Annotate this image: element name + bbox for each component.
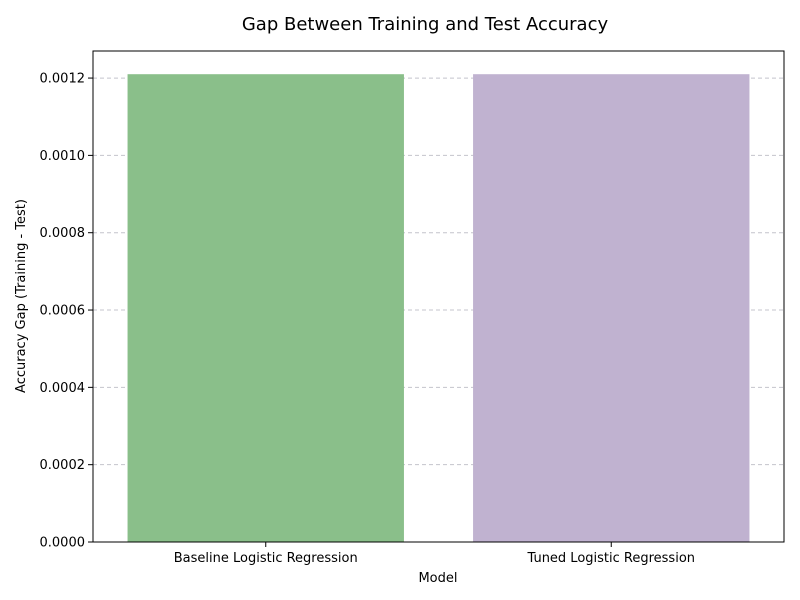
y-axis-label: Accuracy Gap (Training - Test) xyxy=(14,199,29,393)
x-axis: Baseline Logistic Regression Tuned Logist… xyxy=(174,542,695,566)
plot-frame xyxy=(92,50,785,543)
y-tick-label: 0.0002 xyxy=(40,458,86,473)
chart-title: Gap Between Training and Test Accuracy xyxy=(242,14,609,35)
y-tick-label: 0.0006 xyxy=(40,304,86,319)
bar xyxy=(473,74,750,543)
x-tick-label: Tuned Logistic Regression xyxy=(526,551,695,566)
x-tick-label: Baseline Logistic Regression xyxy=(174,551,358,566)
y-tick-label: 0.0010 xyxy=(40,149,86,164)
bar xyxy=(127,74,404,543)
y-tick-label: 0.0004 xyxy=(40,381,86,396)
y-tick-label: 0.0012 xyxy=(40,72,86,87)
y-tick-label: 0.0000 xyxy=(40,536,86,551)
y-axis: 0.0000 0.0002 0.0004 0.0006 0.0008 0.0010 0.00… xyxy=(40,72,93,551)
y-tick-label: 0.0008 xyxy=(40,226,86,241)
x-axis-label: Model xyxy=(418,571,457,586)
bars xyxy=(127,74,750,543)
